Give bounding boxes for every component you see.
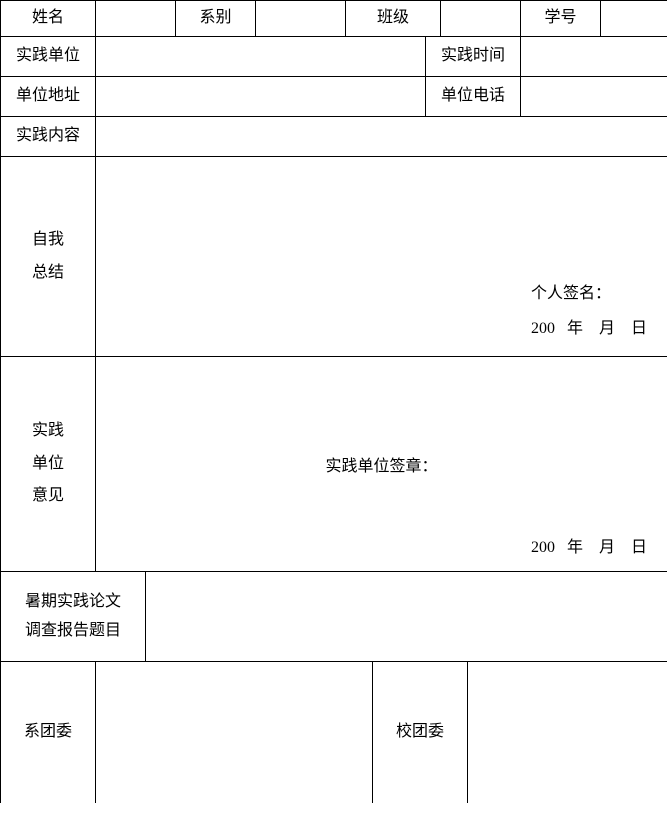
label-orgop-l2: 单位 [32, 453, 64, 475]
org-sign-date: 200 年 月 日 [531, 530, 647, 565]
label-dept: 系别 [175, 1, 255, 36]
label-orgop-l3: 意见 [32, 485, 64, 507]
row-thesis-title: 暑期实践论文 调查报告题目 [0, 571, 667, 661]
label-orgop-l1: 实践 [32, 420, 64, 442]
self-sign-block: 个人签名： 200 年 月 日 [531, 276, 647, 346]
label-tel: 单位电话 [425, 77, 520, 116]
label-self-summary: 自我 总结 [0, 157, 95, 356]
label-sid: 学号 [520, 1, 600, 36]
label-self-l1: 自我 [32, 229, 64, 251]
school-committee-area[interactable] [467, 662, 667, 803]
label-schoolcom-l1: 校团委 [396, 721, 444, 743]
label-deptcom-l1: 系团委 [24, 721, 72, 743]
label-time: 实践时间 [425, 37, 520, 76]
label-addr: 单位地址 [0, 77, 95, 116]
label-org-opinion: 实践 单位 意见 [0, 357, 95, 571]
label-school-committee: 校团委 [372, 662, 467, 803]
self-sign-date: 200 年 月 日 [531, 311, 647, 346]
org-opinion-area[interactable]: 实践单位签章： 200 年 月 日 [95, 357, 667, 571]
value-addr[interactable] [95, 77, 425, 116]
value-name[interactable] [95, 1, 175, 36]
label-thesis-l2: 调查报告题目 [25, 617, 121, 646]
row-org-opinion: 实践 单位 意见 实践单位签章： 200 年 月 日 [0, 356, 667, 571]
label-dept-committee: 系团委 [0, 662, 95, 803]
row-self-summary: 自我 总结 个人签名： 200 年 月 日 [0, 156, 667, 356]
value-thesis[interactable] [145, 572, 667, 661]
dept-committee-area[interactable] [95, 662, 372, 803]
label-org: 实践单位 [0, 37, 95, 76]
value-content[interactable] [95, 117, 667, 156]
practice-form: 姓名 系别 班级 学号 实践单位 实践时间 单位地址 单位电话 实践内容 自我 … [0, 0, 667, 803]
value-dept[interactable] [255, 1, 345, 36]
org-seal-label: 实践单位签章： [96, 452, 667, 476]
self-summary-area[interactable]: 个人签名： 200 年 月 日 [95, 157, 667, 356]
row-committee: 系团委 校团委 [0, 661, 667, 803]
row-basic-info: 姓名 系别 班级 学号 [0, 0, 667, 36]
label-name: 姓名 [0, 1, 95, 36]
value-tel[interactable] [520, 77, 667, 116]
value-time[interactable] [520, 37, 667, 76]
value-class[interactable] [440, 1, 520, 36]
value-org[interactable] [95, 37, 425, 76]
label-thesis: 暑期实践论文 调查报告题目 [0, 572, 145, 661]
row-addr-tel: 单位地址 单位电话 [0, 76, 667, 116]
label-content: 实践内容 [0, 117, 95, 156]
value-sid[interactable] [600, 1, 667, 36]
org-sign-block: 200 年 月 日 [531, 530, 647, 565]
self-sign-label: 个人签名： [531, 276, 647, 311]
label-thesis-l1: 暑期实践论文 [25, 588, 121, 617]
label-class: 班级 [345, 1, 440, 36]
row-content: 实践内容 [0, 116, 667, 156]
label-self-l2: 总结 [32, 262, 64, 284]
row-org-time: 实践单位 实践时间 [0, 36, 667, 76]
